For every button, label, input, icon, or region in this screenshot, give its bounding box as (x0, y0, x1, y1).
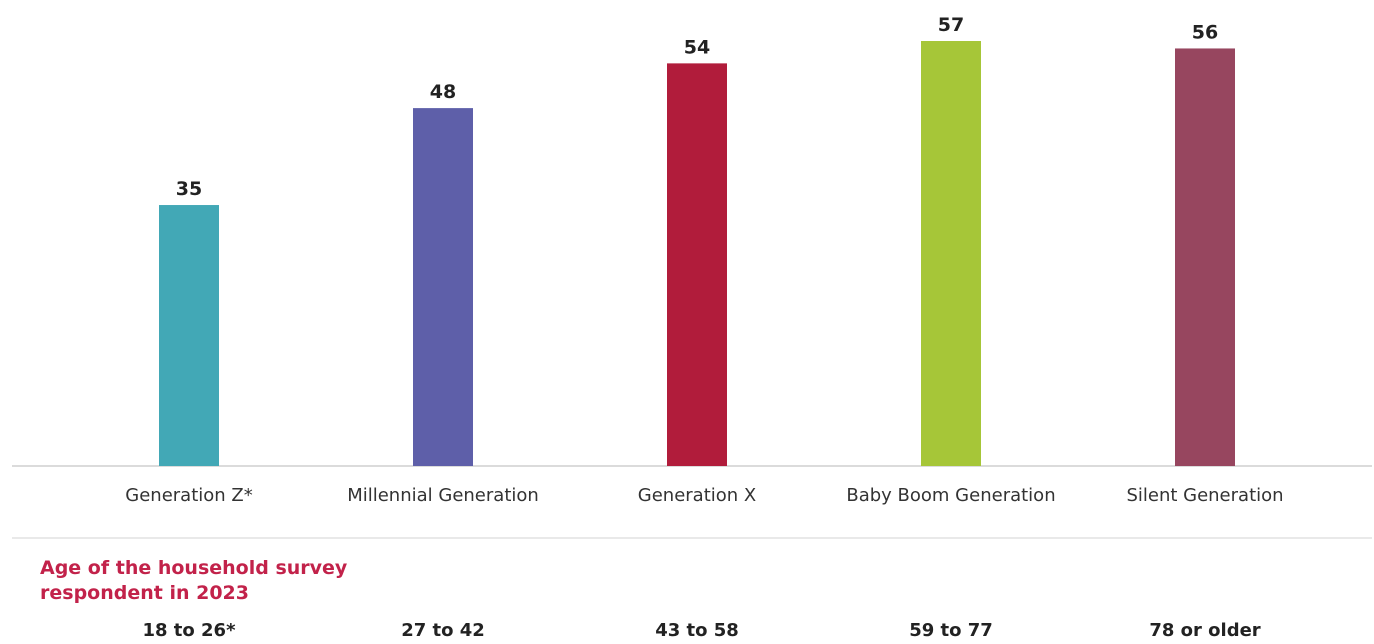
bar-1 (413, 108, 473, 467)
age-range-4: 78 or older (1149, 620, 1261, 641)
category-label-0: Generation Z* (125, 485, 252, 506)
value-label-2: 54 (684, 36, 710, 58)
bar-2 (667, 63, 727, 467)
category-label-1: Millennial Generation (347, 485, 539, 506)
bars-group (159, 41, 1235, 467)
age-range-0: 18 to 26* (142, 620, 236, 641)
category-label-3: Baby Boom Generation (846, 485, 1055, 506)
value-label-1: 48 (430, 81, 456, 103)
age-range-2: 43 to 58 (655, 620, 739, 641)
age-range-1: 27 to 42 (401, 620, 485, 641)
category-label-4: Silent Generation (1126, 485, 1283, 506)
bar-4 (1175, 48, 1235, 466)
bar-0 (159, 205, 219, 466)
value-labels-group: 35 48 54 57 56 (176, 14, 1218, 200)
category-label-2: Generation X (638, 485, 756, 506)
bar-3 (921, 41, 981, 466)
age-section-title: Age of the household survey respondent i… (40, 557, 348, 604)
age-range-3: 59 to 77 (909, 620, 993, 641)
value-label-3: 57 (938, 14, 964, 36)
category-labels-group: Generation Z* Millennial Generation Genera… (125, 485, 1283, 506)
value-label-4: 56 (1192, 21, 1218, 43)
value-label-0: 35 (176, 178, 202, 200)
